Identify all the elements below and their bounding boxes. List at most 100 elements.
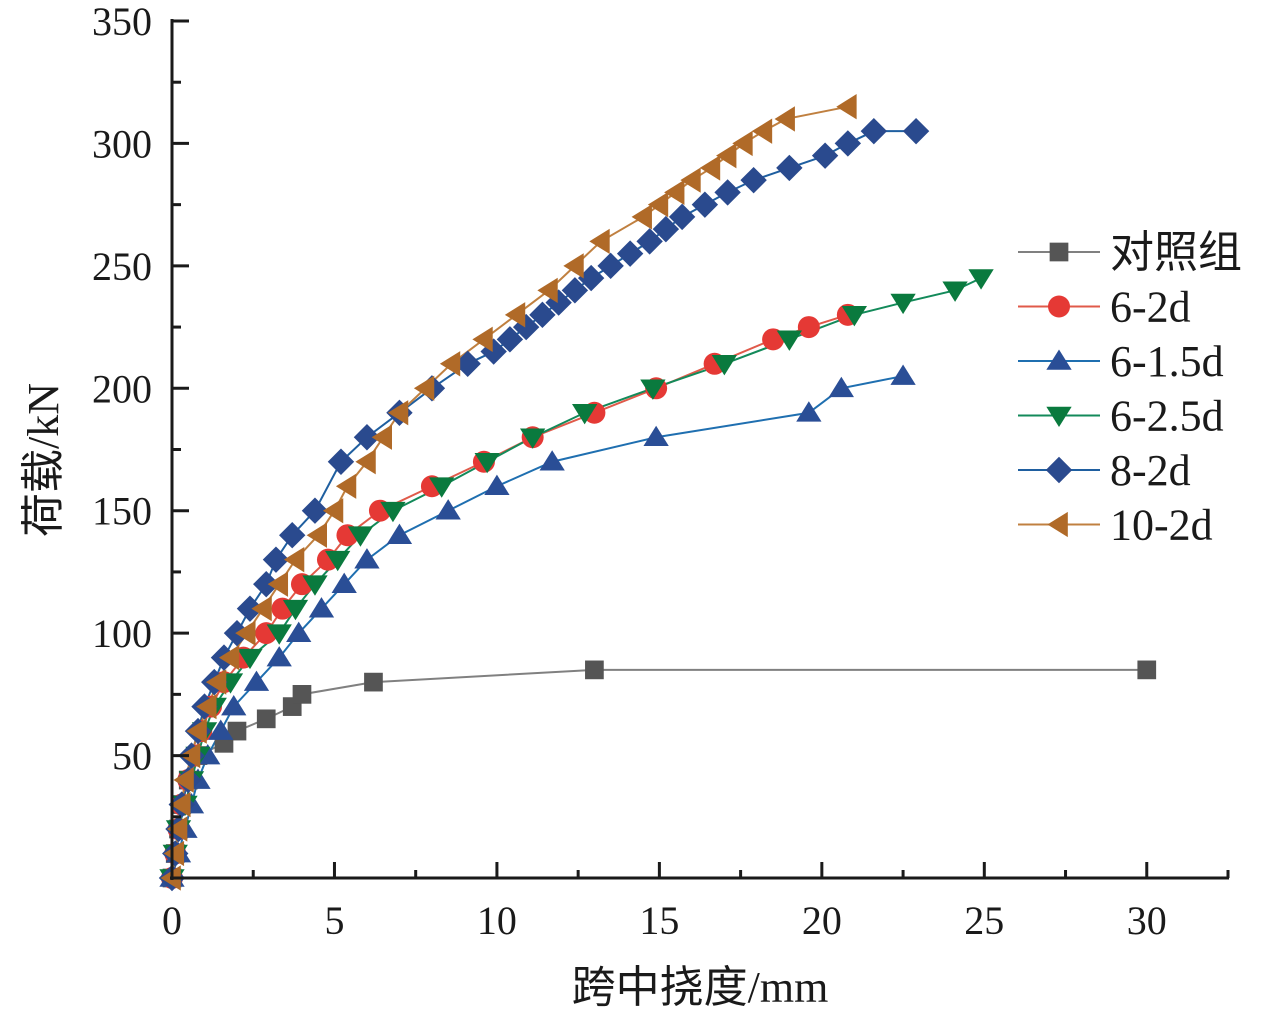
series-6-1_5d-point (221, 695, 247, 716)
series-8-2d-point (860, 117, 888, 145)
y-ticks: 50 100 150 200 250 300 350 (92, 0, 189, 819)
series-10-2d-point (563, 253, 584, 279)
series-10-2d-point (196, 693, 217, 720)
series-8-2d-point (668, 203, 696, 231)
series-10-2d-point (355, 449, 376, 475)
series-10-2d-point (836, 94, 857, 120)
series-10-2d-point (235, 620, 256, 646)
series-8-2d-point (454, 350, 481, 377)
series-6-2_5d-point (968, 269, 994, 290)
series-8-2d-point (561, 277, 589, 304)
series-6-2_5d-point (942, 281, 968, 302)
series-8-2d-markers (158, 117, 930, 892)
series-10-2d-point (664, 179, 685, 206)
legend-marker-icon (1049, 242, 1069, 262)
series-8-2d-point (597, 252, 624, 280)
legend-marker-icon (1045, 456, 1073, 484)
x-tick-label: 15 (639, 898, 679, 943)
series-10-2d-point (716, 143, 737, 169)
series-6-2_5d-point (325, 550, 351, 572)
series-6-2_5d-point (429, 477, 455, 498)
series-10-2d-point (186, 718, 207, 744)
series-6-2_5d-point (711, 355, 738, 376)
series-10-2d-point (322, 498, 344, 524)
series-6-1_5d-point (828, 376, 854, 398)
y-axis-title: 荷载/kN (19, 383, 68, 537)
series-6-2_5d-point (640, 379, 666, 400)
y-tick-label: 300 (92, 121, 152, 166)
y-tick-label: 100 (92, 611, 152, 656)
legend-label: 对照组 (1110, 228, 1242, 277)
series-6-2d-line (171, 313, 849, 879)
series-10-2d-point (335, 473, 357, 499)
series-6-2_5d-point (776, 330, 803, 351)
series-8-2d-point (496, 326, 524, 353)
series-6-1_5d-point (643, 425, 669, 447)
y-tick-label: 50 (112, 734, 152, 779)
legend-item-6-2_5d: 6-2.5d (1018, 392, 1224, 441)
legend-marker-icon (1046, 349, 1072, 370)
series-8-2d-point (327, 448, 355, 475)
series-6-1_5d-point (308, 597, 335, 618)
series-10-2d-point (680, 167, 701, 193)
legend-marker-icon (1046, 406, 1072, 428)
series-6-1_5d-point (286, 621, 312, 642)
legend-item-10-2d: 10-2d (1018, 501, 1213, 550)
series-control-point (364, 672, 383, 692)
x-tick-label: 25 (964, 898, 1004, 943)
series-6-1_5d-point (354, 548, 380, 569)
y-tick-label: 250 (92, 244, 152, 289)
series-6-2d-point (762, 328, 785, 351)
series-control-line (171, 668, 1147, 879)
series-10-2d-line (171, 105, 849, 879)
series-10-2d-point (166, 816, 188, 842)
series-8-2d-point (776, 154, 803, 182)
series-6-1_5d-point (435, 499, 461, 520)
series-control-point (292, 685, 312, 704)
series-8-2d-point (740, 166, 767, 194)
series-10-2d-point (283, 547, 305, 573)
legend-label: 8-2d (1110, 446, 1191, 495)
series-10-2d-point (631, 204, 652, 230)
series-6-1_5d-line (171, 375, 904, 879)
series-6-2_5d-point (520, 428, 546, 449)
series-control-point (256, 709, 276, 729)
series-10-2d-point (472, 326, 493, 352)
series-8-2d-point (834, 130, 862, 157)
series-10-2d-point (173, 767, 194, 793)
series-6-1_5d-point (484, 474, 510, 496)
series-6-1_5d-point (266, 646, 292, 667)
series-6-1_5d-point (208, 719, 234, 740)
series-8-2d-point (902, 117, 930, 145)
x-tick-label: 20 (802, 898, 842, 943)
series-10-2d-point (589, 228, 610, 255)
series-8-2d-point (529, 301, 556, 329)
legend-item-6-2d: 6-2d (1018, 283, 1191, 332)
series-10-2d-point (439, 351, 461, 377)
axes (170, 19, 1229, 880)
series-8-2d-point (714, 179, 741, 206)
x-tick-label: 30 (1127, 898, 1167, 943)
series-10-2d-point (387, 400, 409, 426)
legend-label: 10-2d (1110, 501, 1213, 550)
series-6-2_5d-point (841, 306, 867, 327)
series-control-point (1137, 660, 1157, 680)
series-10-2d-point (751, 118, 773, 144)
series-6-1_5d-point (386, 523, 413, 544)
series-6-2_5d-point (890, 293, 916, 315)
series-10-2d-point (537, 277, 558, 303)
series-6-2d-point (797, 316, 820, 339)
series-6-1_5d-point (331, 572, 357, 593)
series-6-2_5d-point (302, 575, 328, 596)
legend-label: 6-2d (1110, 283, 1191, 332)
legend-item-6-1_5d: 6-1.5d (1018, 337, 1224, 386)
y-tick-label: 350 (92, 0, 152, 44)
legend-label: 6-1.5d (1110, 337, 1224, 386)
series-lines (171, 105, 1147, 879)
series-10-2d-point (251, 596, 272, 622)
series-10-2d-point (699, 155, 721, 181)
series-6-2_5d-point (380, 501, 406, 523)
series-markers (158, 94, 1157, 892)
series-10-2d-point (413, 375, 435, 401)
